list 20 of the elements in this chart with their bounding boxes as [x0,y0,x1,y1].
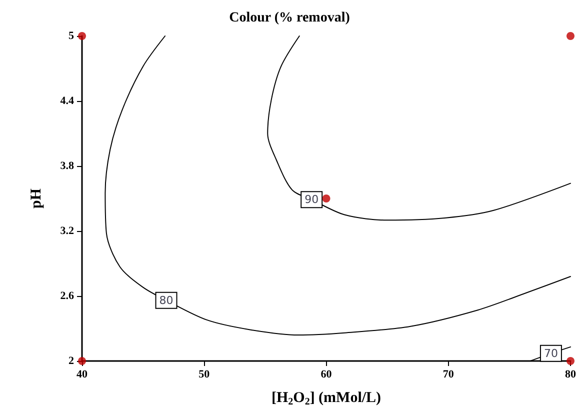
y-tick-label: 4.4 [60,95,74,107]
point [566,32,574,40]
series-label: 90 [304,193,319,206]
y-axis-title: pH [28,188,44,209]
x-tick-label: 60 [320,368,332,380]
series-label: 80 [159,294,174,307]
y-tick-label: 5 [68,30,74,42]
x-tick-label: 70 [442,368,454,380]
line-series [104,36,571,336]
x-tick-label: 40 [76,368,88,380]
x-tick-label: 50 [198,368,210,380]
y-tick-label: 3.2 [60,225,74,237]
line-series [267,36,571,221]
y-tick-label: 3.8 [60,160,74,172]
y-tick-label: 2.6 [60,290,74,302]
y-tick-label: 2 [68,355,74,367]
x-tick-label: 80 [565,368,576,380]
point [322,194,330,202]
chart-title: Colour (% removal) [229,10,350,26]
series-label: 70 [544,346,558,360]
